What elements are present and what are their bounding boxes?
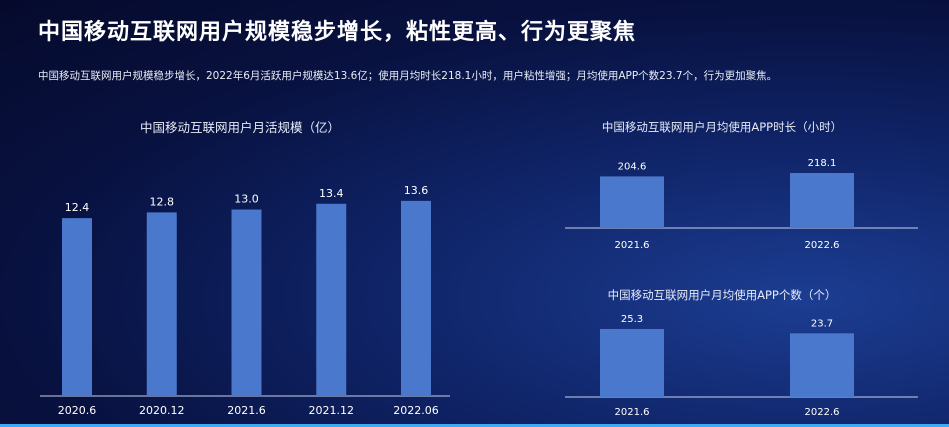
count-bar-1 [600, 329, 664, 397]
count-bar-2 [790, 333, 854, 397]
page-subtitle: 中国移动互联网用户规模稳步增长，2022年6月活跃用户规模达13.6亿；使用月均… [38, 70, 778, 82]
mau-data-label-4: 13.4 [319, 187, 344, 200]
count-tick-label-2: 2022.6 [805, 407, 840, 418]
count-data-label-1: 25.3 [621, 314, 643, 325]
duration-bar-2 [790, 173, 854, 228]
page-title: 中国移动互联网用户规模稳步增长，粘性更高、行为更聚焦 [38, 20, 637, 45]
mau-bar-4 [316, 203, 347, 396]
mau-data-label-1: 12.4 [65, 201, 90, 214]
count-data-label-2: 23.7 [811, 318, 833, 329]
mau-tick-label-4: 2021.12 [309, 404, 355, 417]
mau-data-label-3: 13.0 [234, 193, 259, 206]
mau-bar-5 [401, 200, 431, 396]
bottom-accent-line [0, 424, 949, 427]
duration-bar-1 [600, 176, 664, 228]
count-tick-label-1: 2021.6 [615, 407, 650, 418]
duration-tick-label-1: 2021.6 [615, 240, 650, 251]
duration-chart-title: 中国移动互联网用户月均使用APP时长（小时） [602, 120, 842, 134]
mau-bar-3 [231, 209, 262, 396]
mau-bar-1 [62, 218, 92, 396]
mau-tick-label-1: 2020.6 [58, 404, 97, 417]
mau-bar-2 [146, 212, 177, 396]
duration-data-label-2: 218.1 [808, 158, 837, 169]
mau-tick-label-2: 2020.12 [139, 404, 185, 417]
mau-chart-title: 中国移动互联网用户月活规模（亿） [140, 120, 340, 135]
duration-tick-label-2: 2022.6 [805, 240, 840, 251]
mau-data-label-5: 13.6 [404, 184, 429, 197]
duration-data-label-1: 204.6 [618, 161, 647, 172]
count-chart-title: 中国移动互联网用户月均使用APP个数（个） [608, 288, 837, 302]
mau-data-label-2: 12.8 [150, 195, 175, 208]
mau-tick-label-5: 2022.06 [393, 404, 439, 417]
mau-tick-label-3: 2021.6 [227, 404, 266, 417]
